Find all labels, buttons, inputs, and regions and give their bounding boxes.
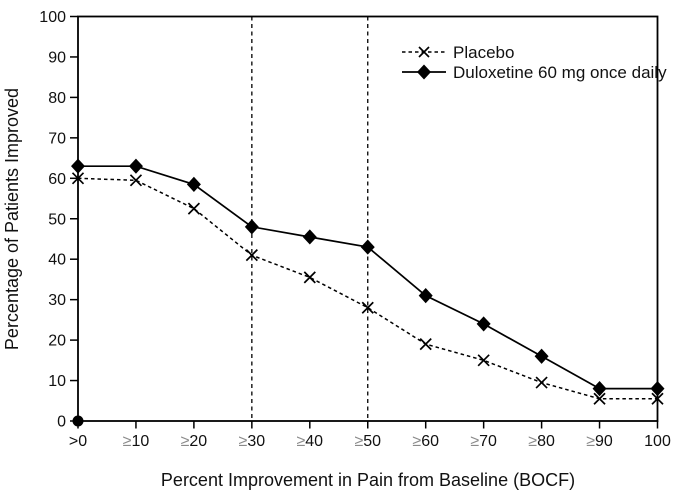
legend-label-placebo: Placebo xyxy=(453,43,514,62)
chart-generated-layer: 0 10 20 30 40 50 60 70 80 90 100 >0 ≥10 ≥20 ≥30 ≥40 ≥50 ≥… xyxy=(39,9,671,450)
duloxetine-marker xyxy=(650,381,665,397)
legend-label-duloxetine: Duloxetine 60 mg once daily xyxy=(453,63,667,82)
placebo-line xyxy=(77,177,658,400)
x-tick-label: ≥70 xyxy=(470,433,497,450)
placebo-marker xyxy=(651,392,664,405)
y-tick-label: 80 xyxy=(48,90,66,107)
legend-item-duloxetine: Duloxetine 60 mg once daily xyxy=(402,63,667,82)
duloxetine-marker xyxy=(302,229,317,245)
y-tick-label: 50 xyxy=(48,211,66,228)
duloxetine-marker xyxy=(418,288,433,304)
placebo-marker xyxy=(129,174,143,187)
y-tick-label: 40 xyxy=(48,252,66,269)
x-marker-icon xyxy=(418,46,430,58)
placebo-marker xyxy=(361,301,374,314)
x-tick-label: ≥60 xyxy=(412,433,439,450)
duloxetine-marker xyxy=(128,158,143,174)
y-axis-title: Percentage of Patients Improved xyxy=(2,88,22,350)
y-tick-label: 30 xyxy=(48,292,66,309)
y-tick-label: 100 xyxy=(39,9,66,26)
origin-point-marker xyxy=(72,415,84,427)
x-tick-label: ≥30 xyxy=(239,433,266,450)
x-tick-label: 100 xyxy=(644,433,671,450)
y-tick-label: 90 xyxy=(48,49,66,66)
x-tick-label: ≥90 xyxy=(586,433,613,450)
placebo-marker xyxy=(303,271,316,284)
legend: Placebo Duloxetine 60 mg once daily xyxy=(402,43,667,82)
y-tick-label: 10 xyxy=(48,373,66,390)
series-duloxetine xyxy=(71,158,665,397)
duloxetine-marker xyxy=(476,316,491,332)
duloxetine-marker xyxy=(592,381,607,397)
y-tick-label: 60 xyxy=(48,171,66,188)
x-tick-label: ≥20 xyxy=(181,433,208,450)
legend-item-placebo: Placebo xyxy=(402,43,514,62)
x-tick-label: >0 xyxy=(69,433,87,450)
y-tick-label: 0 xyxy=(57,414,66,431)
y-tick-label: 20 xyxy=(48,333,66,350)
placebo-marker xyxy=(71,172,85,185)
series-placebo xyxy=(71,172,664,405)
x-axis: >0 ≥10 ≥20 ≥30 ≥40 ≥50 ≥60 ≥70 ≥80 ≥90 100 xyxy=(69,421,671,450)
y-tick-label: 70 xyxy=(48,130,66,147)
placebo-marker xyxy=(593,392,606,405)
x-tick-label: ≥10 xyxy=(123,433,150,450)
duloxetine-marker xyxy=(71,158,85,174)
duloxetine-marker xyxy=(244,219,259,235)
placebo-marker xyxy=(245,249,258,262)
duloxetine-marker xyxy=(534,348,549,364)
duloxetine-marker xyxy=(186,176,201,192)
y-axis: 0 10 20 30 40 50 60 70 80 90 100 xyxy=(39,9,78,431)
x-tick-label: ≥40 xyxy=(297,433,324,450)
placebo-marker xyxy=(419,338,432,351)
placebo-marker xyxy=(187,202,201,215)
reference-lines xyxy=(251,16,369,421)
duloxetine-marker xyxy=(360,239,375,255)
x-tick-label: ≥50 xyxy=(354,433,381,450)
placebo-marker xyxy=(477,354,490,367)
x-tick-label: ≥80 xyxy=(528,433,555,450)
placebo-marker xyxy=(535,376,548,389)
diamond-marker-icon xyxy=(417,64,431,80)
x-axis-title: Percent Improvement in Pain from Baselin… xyxy=(161,470,575,490)
